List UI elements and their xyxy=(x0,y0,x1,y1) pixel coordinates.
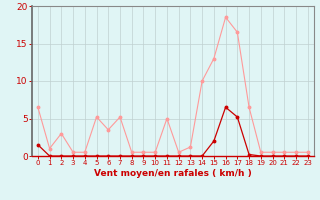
X-axis label: Vent moyen/en rafales ( km/h ): Vent moyen/en rafales ( km/h ) xyxy=(94,169,252,178)
